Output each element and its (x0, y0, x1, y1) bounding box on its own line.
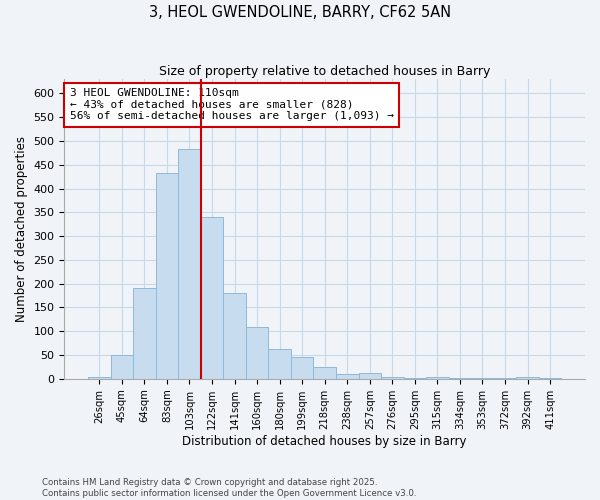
Bar (313, 367, 336, 379)
Bar (155, 174, 178, 379)
Bar (246, 326, 268, 379)
Bar (133, 288, 155, 379)
Title: Size of property relative to detached houses in Barry: Size of property relative to detached ho… (159, 65, 490, 78)
Text: Contains HM Land Registry data © Crown copyright and database right 2025.
Contai: Contains HM Land Registry data © Crown c… (42, 478, 416, 498)
Bar (359, 373, 381, 379)
Bar (201, 217, 223, 379)
Bar (336, 374, 359, 379)
Bar (291, 358, 313, 379)
Text: 3, HEOL GWENDOLINE, BARRY, CF62 5AN: 3, HEOL GWENDOLINE, BARRY, CF62 5AN (149, 5, 451, 20)
Text: 3 HEOL GWENDOLINE: 110sqm
← 43% of detached houses are smaller (828)
56% of semi: 3 HEOL GWENDOLINE: 110sqm ← 43% of detac… (70, 88, 394, 122)
Bar (268, 350, 291, 379)
Bar (88, 378, 110, 379)
Y-axis label: Number of detached properties: Number of detached properties (15, 136, 28, 322)
Bar (223, 293, 246, 379)
X-axis label: Distribution of detached houses by size in Barry: Distribution of detached houses by size … (182, 434, 467, 448)
Bar (516, 377, 539, 379)
Bar (110, 355, 133, 379)
Bar (426, 377, 449, 379)
Bar (381, 378, 404, 379)
Bar (178, 148, 201, 379)
Bar (404, 378, 426, 379)
